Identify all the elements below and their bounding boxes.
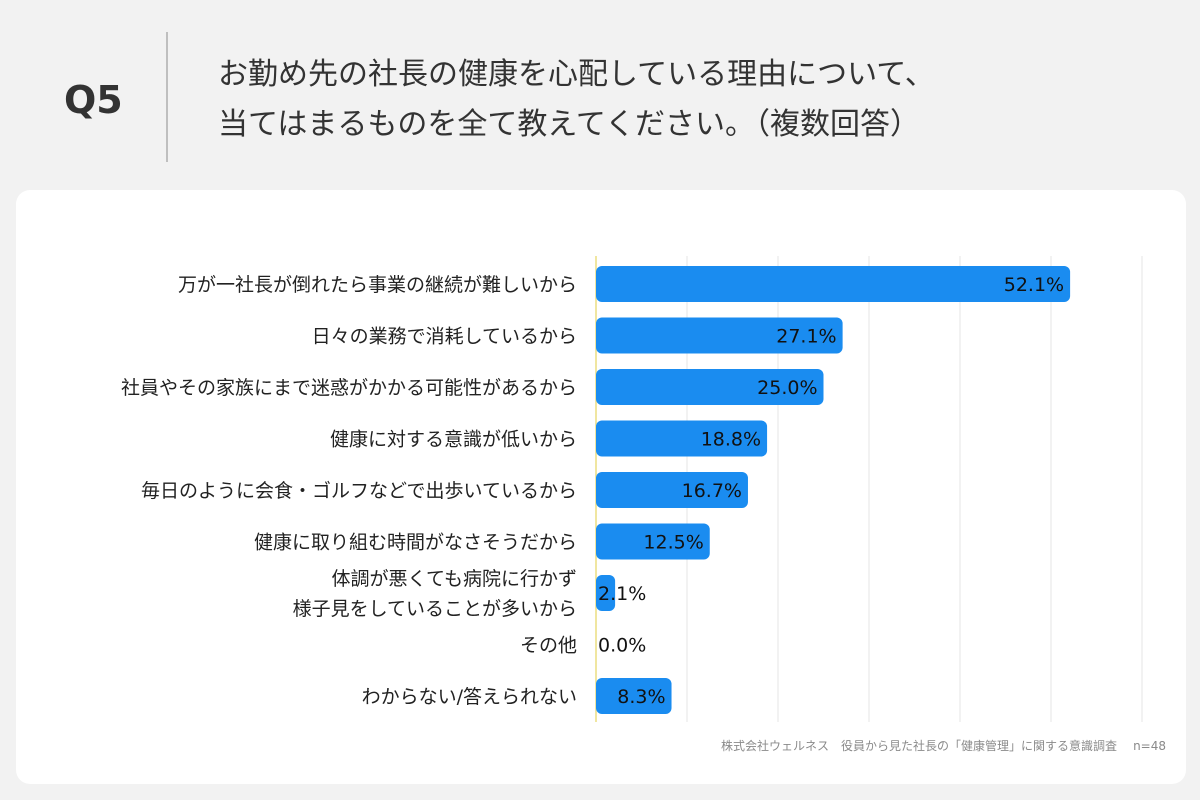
data-label: 52.1% bbox=[1004, 274, 1064, 296]
bar bbox=[596, 317, 843, 354]
sample-size: n=48 bbox=[1133, 739, 1166, 753]
data-label: 18.8% bbox=[701, 429, 761, 451]
category-label: 様子見をしていることが多いから bbox=[293, 598, 577, 620]
category-label: その他 bbox=[520, 635, 577, 657]
header-divider bbox=[166, 32, 168, 162]
bar bbox=[596, 678, 672, 714]
category-label: わからない/答えられない bbox=[362, 686, 577, 708]
source-note: 株式会社ウェルネス 役員から見た社長の「健康管理」に関する意識調査 bbox=[721, 739, 1118, 753]
data-label: 16.7% bbox=[682, 480, 742, 502]
data-label: 8.3% bbox=[617, 686, 665, 708]
category-label: 社員やその家族にまで迷惑がかかる可能性があるから bbox=[121, 377, 577, 399]
chart-footer: 株式会社ウェルネス 役員から見た社長の「健康管理」に関する意識調査 n=48 bbox=[721, 737, 1166, 754]
bar bbox=[596, 420, 768, 457]
category-label: 毎日のように会食・ゴルフなどで出歩いているから bbox=[141, 480, 577, 502]
data-label: 27.1% bbox=[776, 326, 836, 348]
category-label: 健康に対する意識が低いから bbox=[330, 429, 577, 451]
question-number: Q5 bbox=[64, 78, 123, 122]
data-label: 0.0% bbox=[598, 635, 646, 657]
category-label: 万が一社長が倒れたら事業の継続が難しいから bbox=[178, 274, 577, 296]
data-label: 25.0% bbox=[757, 377, 817, 399]
bar bbox=[596, 472, 748, 508]
data-label: 12.5% bbox=[643, 532, 703, 554]
bar bbox=[596, 575, 616, 611]
question-line-2: 当てはまるものを全て教えてください。（複数回答） bbox=[218, 107, 920, 142]
bar bbox=[596, 369, 824, 405]
bar bbox=[596, 523, 710, 560]
question-line-1: お勤め先の社長の健康を心配している理由について、 bbox=[218, 57, 935, 92]
data-label: 2.1% bbox=[598, 583, 646, 605]
bar bbox=[596, 266, 1071, 302]
category-label: 体調が悪くても病院に行かず bbox=[332, 568, 577, 590]
category-label: 日々の業務で消耗しているから bbox=[312, 326, 577, 348]
question-text: お勤め先の社長の健康を心配している理由について、 当てはまるものを全て教えてくだ… bbox=[218, 50, 935, 150]
category-label: 健康に取り組む時間がなさそうだから bbox=[254, 532, 577, 554]
